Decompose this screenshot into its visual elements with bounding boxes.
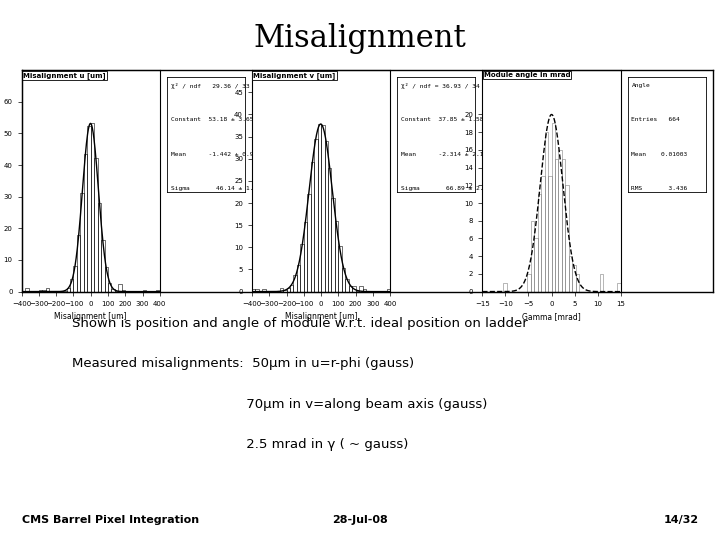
Text: Mean      -2.314 ± 2.113: Mean -2.314 ± 2.113 xyxy=(401,152,491,157)
Text: RMS       3.436: RMS 3.436 xyxy=(631,186,688,191)
Text: Sigma       66.89 ± 2.07: Sigma 66.89 ± 2.07 xyxy=(401,186,491,191)
Text: Constant  53.18 ± 3.65: Constant 53.18 ± 3.65 xyxy=(171,117,253,122)
Text: Mean    0.01003: Mean 0.01003 xyxy=(631,152,688,157)
Text: Misalignment u [um]: Misalignment u [um] xyxy=(23,72,106,79)
Text: Sigma       46.14 ± 1.50: Sigma 46.14 ± 1.50 xyxy=(171,186,261,191)
Text: χ² / ndf   29.36 / 33: χ² / ndf 29.36 / 33 xyxy=(171,83,249,89)
Text: Entries   664: Entries 664 xyxy=(631,117,680,122)
X-axis label: Gamma [mrad]: Gamma [mrad] xyxy=(522,312,581,321)
Text: Misalignment v [um]: Misalignment v [um] xyxy=(253,72,336,79)
Text: 2.5 mrad in γ ( ~ gauss): 2.5 mrad in γ ( ~ gauss) xyxy=(72,438,408,451)
Text: Measured misalignments:  50μm in u=r-phi (gauss): Measured misalignments: 50μm in u=r-phi … xyxy=(72,357,414,370)
Text: Angle: Angle xyxy=(631,83,650,87)
Text: 14/32: 14/32 xyxy=(663,515,698,525)
Text: CMS Barrel Pixel Integration: CMS Barrel Pixel Integration xyxy=(22,515,199,525)
Text: 70μm in v=along beam axis (gauss): 70μm in v=along beam axis (gauss) xyxy=(72,398,487,411)
Text: 28-Jul-08: 28-Jul-08 xyxy=(332,515,388,525)
Text: Shown is position and angle of module w.r.t. ideal position on ladder: Shown is position and angle of module w.… xyxy=(72,317,528,330)
X-axis label: Misalignment [um]: Misalignment [um] xyxy=(55,312,127,321)
Text: Misalignment: Misalignment xyxy=(253,23,467,55)
X-axis label: Misalignment [um]: Misalignment [um] xyxy=(285,312,357,321)
Text: Mean      -1.442 ± 0.994: Mean -1.442 ± 0.994 xyxy=(171,152,261,157)
Text: Constant  37.85 ± 1.58: Constant 37.85 ± 1.58 xyxy=(401,117,484,122)
Text: χ² / ndf = 36.93 / 34: χ² / ndf = 36.93 / 34 xyxy=(401,83,480,89)
Text: Module angle in mrad: Module angle in mrad xyxy=(484,72,570,78)
